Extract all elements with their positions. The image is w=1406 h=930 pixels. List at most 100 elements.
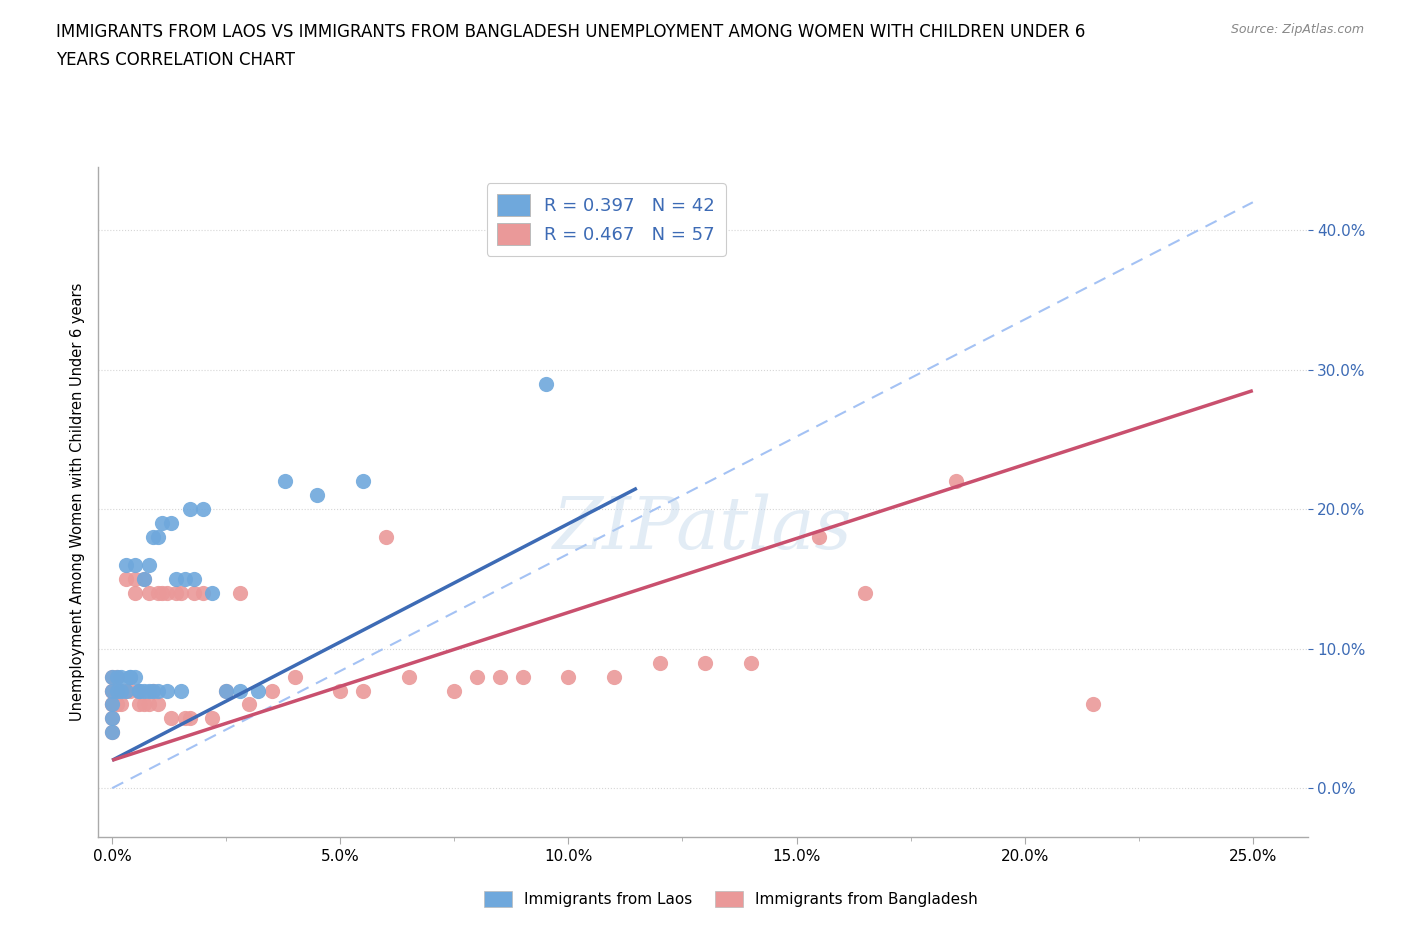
Point xyxy=(146,698,169,712)
Point xyxy=(229,683,252,698)
Point xyxy=(150,586,173,601)
Point xyxy=(120,670,142,684)
Point xyxy=(156,683,179,698)
Point xyxy=(169,683,191,698)
Point xyxy=(114,557,136,572)
Point xyxy=(165,586,187,601)
Point xyxy=(174,711,197,725)
Point xyxy=(105,698,128,712)
Point xyxy=(1081,698,1104,712)
Point xyxy=(142,683,165,698)
Point xyxy=(101,725,124,740)
Point xyxy=(352,683,374,698)
Point xyxy=(150,515,173,530)
Point xyxy=(260,683,283,698)
Text: Source: ZipAtlas.com: Source: ZipAtlas.com xyxy=(1230,23,1364,36)
Point xyxy=(128,683,150,698)
Point xyxy=(174,571,197,587)
Point xyxy=(247,683,270,698)
Point xyxy=(193,586,215,601)
Point xyxy=(165,571,187,587)
Point xyxy=(534,377,557,392)
Point xyxy=(138,557,160,572)
Point xyxy=(128,698,150,712)
Point xyxy=(101,711,124,725)
Point xyxy=(124,571,146,587)
Point xyxy=(179,711,201,725)
Point xyxy=(398,670,420,684)
Point xyxy=(120,670,142,684)
Text: ZIPatlas: ZIPatlas xyxy=(553,494,853,565)
Point xyxy=(114,571,136,587)
Point xyxy=(648,655,671,670)
Point xyxy=(110,683,132,698)
Point xyxy=(110,698,132,712)
Point xyxy=(128,683,150,698)
Text: YEARS CORRELATION CHART: YEARS CORRELATION CHART xyxy=(56,51,295,69)
Point xyxy=(443,683,465,698)
Point xyxy=(101,698,124,712)
Point xyxy=(101,698,124,712)
Point xyxy=(138,683,160,698)
Point xyxy=(101,711,124,725)
Point xyxy=(201,711,224,725)
Point xyxy=(374,530,396,545)
Point xyxy=(695,655,717,670)
Point xyxy=(101,683,124,698)
Point xyxy=(132,698,155,712)
Point xyxy=(183,571,205,587)
Point xyxy=(124,670,146,684)
Point xyxy=(146,683,169,698)
Y-axis label: Unemployment Among Women with Children Under 6 years: Unemployment Among Women with Children U… xyxy=(69,283,84,722)
Point xyxy=(352,474,374,489)
Point xyxy=(307,487,329,502)
Point xyxy=(603,670,626,684)
Point xyxy=(740,655,762,670)
Legend: R = 0.397   N = 42, R = 0.467   N = 57: R = 0.397 N = 42, R = 0.467 N = 57 xyxy=(486,183,725,256)
Point xyxy=(945,474,967,489)
Point xyxy=(132,571,155,587)
Point xyxy=(101,698,124,712)
Point xyxy=(193,502,215,517)
Point xyxy=(183,586,205,601)
Point xyxy=(138,586,160,601)
Point xyxy=(142,683,165,698)
Point xyxy=(101,670,124,684)
Point xyxy=(110,683,132,698)
Point xyxy=(160,515,183,530)
Point xyxy=(110,670,132,684)
Point xyxy=(160,711,183,725)
Point xyxy=(215,683,238,698)
Point xyxy=(274,474,297,489)
Point xyxy=(156,586,179,601)
Point xyxy=(169,586,191,601)
Point xyxy=(101,725,124,740)
Point xyxy=(179,502,201,517)
Point xyxy=(120,683,142,698)
Point xyxy=(146,586,169,601)
Point xyxy=(329,683,352,698)
Point xyxy=(138,698,160,712)
Point xyxy=(201,586,224,601)
Point xyxy=(128,683,150,698)
Point xyxy=(215,683,238,698)
Point xyxy=(853,586,876,601)
Legend: Immigrants from Laos, Immigrants from Bangladesh: Immigrants from Laos, Immigrants from Ba… xyxy=(478,884,984,913)
Point xyxy=(114,683,136,698)
Point xyxy=(101,670,124,684)
Point xyxy=(132,571,155,587)
Point xyxy=(101,683,124,698)
Point xyxy=(238,698,260,712)
Point xyxy=(124,586,146,601)
Point xyxy=(557,670,579,684)
Point xyxy=(489,670,512,684)
Point xyxy=(105,683,128,698)
Point xyxy=(284,670,307,684)
Point xyxy=(124,557,146,572)
Point xyxy=(132,683,155,698)
Point xyxy=(105,670,128,684)
Text: IMMIGRANTS FROM LAOS VS IMMIGRANTS FROM BANGLADESH UNEMPLOYMENT AMONG WOMEN WITH: IMMIGRANTS FROM LAOS VS IMMIGRANTS FROM … xyxy=(56,23,1085,41)
Point xyxy=(229,586,252,601)
Point xyxy=(146,530,169,545)
Point xyxy=(105,670,128,684)
